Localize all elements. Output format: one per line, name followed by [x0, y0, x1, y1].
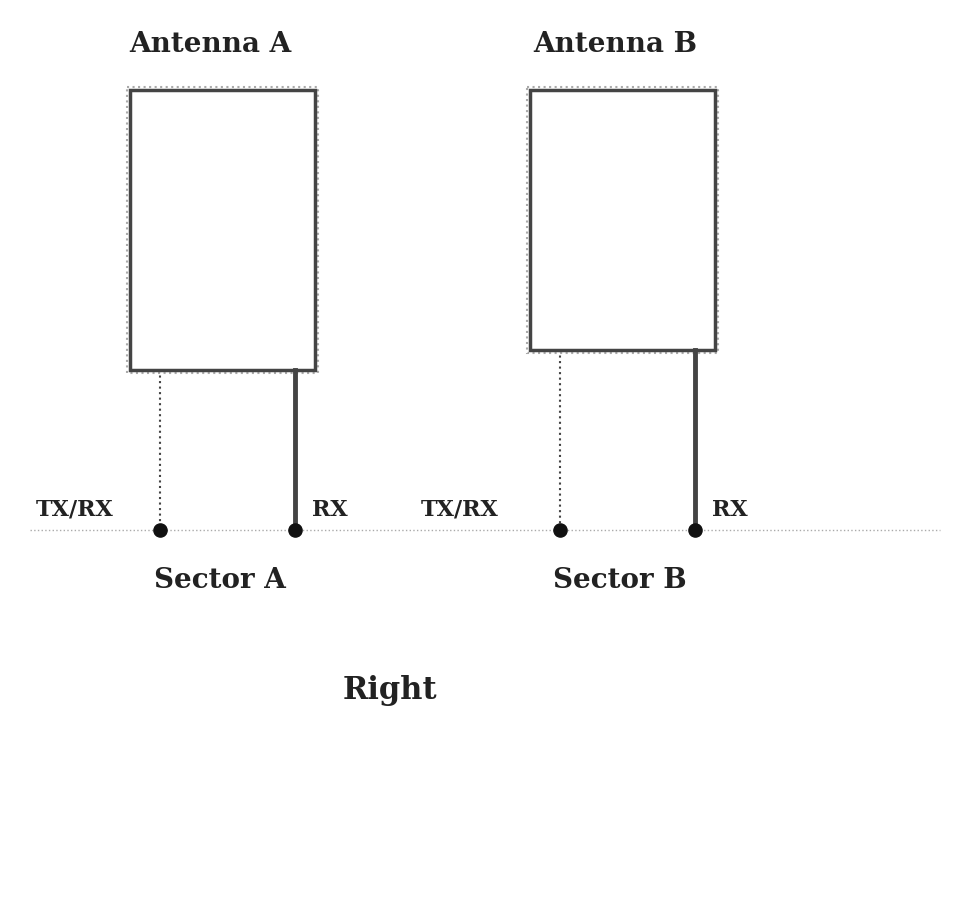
Text: TX/RX: TX/RX: [421, 499, 499, 521]
Bar: [526, 87, 717, 353]
Point: [687, 523, 702, 537]
Bar: [127, 87, 318, 373]
Text: TX/RX: TX/RX: [36, 499, 113, 521]
Text: Sector A: Sector A: [154, 567, 286, 593]
Text: Antenna B: Antenna B: [532, 31, 696, 59]
Bar: [529, 90, 714, 350]
Text: RX: RX: [711, 499, 747, 521]
Text: Right: Right: [342, 675, 437, 705]
Point: [287, 523, 302, 537]
Text: Sector B: Sector B: [553, 567, 687, 593]
Point: [152, 523, 167, 537]
Bar: [130, 90, 315, 370]
Text: Antenna A: Antenna A: [129, 31, 290, 59]
Text: RX: RX: [312, 499, 347, 521]
Point: [552, 523, 567, 537]
